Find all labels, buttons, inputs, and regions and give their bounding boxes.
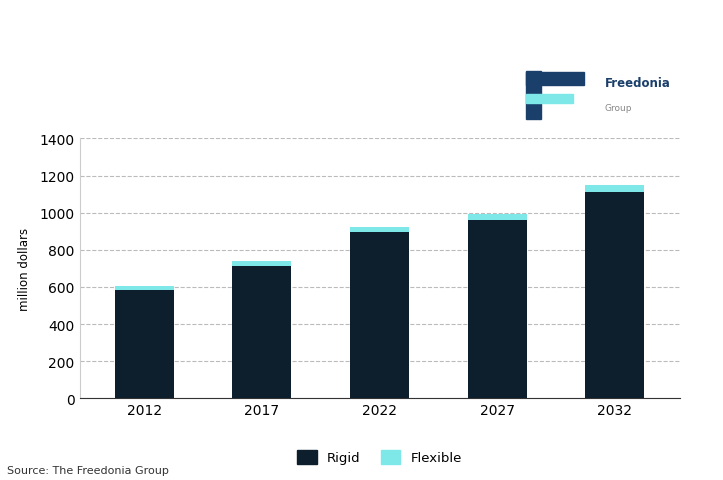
Text: Source: The Freedonia Group: Source: The Freedonia Group — [7, 465, 169, 475]
Legend: Rigid, Flexible: Rigid, Flexible — [291, 445, 468, 469]
Bar — [233, 266, 291, 398]
Bar — [526, 95, 573, 104]
Bar — [526, 73, 583, 85]
Y-axis label: million dollars: million dollars — [18, 228, 31, 310]
Bar — [115, 287, 174, 290]
Bar — [468, 221, 526, 398]
Bar — [526, 72, 541, 120]
Bar — [586, 185, 644, 193]
Bar — [468, 214, 526, 221]
Bar — [350, 227, 409, 233]
Text: Group: Group — [604, 104, 632, 113]
Bar — [233, 262, 291, 266]
Bar — [586, 193, 644, 398]
Text: Freedonia: Freedonia — [604, 77, 670, 90]
Bar — [350, 233, 409, 398]
Text: Figure 3-2.
Egg Packaging Demand by Format: Rigid vs Flexible,
2012, 2017, 2022,: Figure 3-2. Egg Packaging Demand by Form… — [9, 8, 348, 60]
Bar — [115, 290, 174, 398]
